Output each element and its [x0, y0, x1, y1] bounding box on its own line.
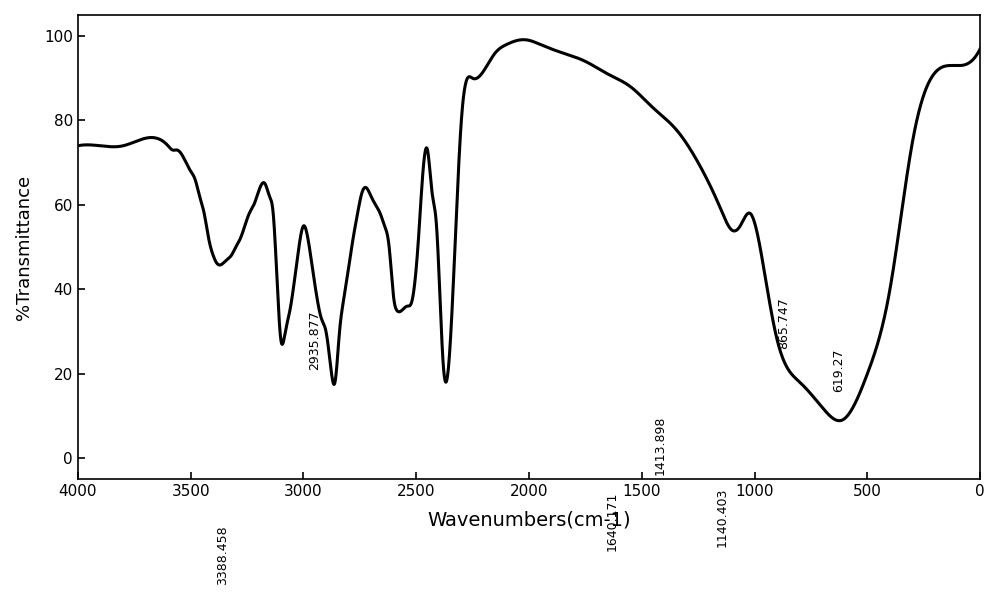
Text: 1140.403: 1140.403 [715, 488, 728, 547]
Text: 1640.171: 1640.171 [606, 492, 619, 551]
Text: 865.747: 865.747 [777, 298, 790, 349]
Text: 1413.898: 1413.898 [654, 416, 667, 475]
Text: 619.27: 619.27 [832, 349, 845, 392]
Text: 2935.877: 2935.877 [308, 310, 321, 370]
Y-axis label: %Transmittance: %Transmittance [15, 175, 33, 320]
X-axis label: Wavenumbers(cm-1): Wavenumbers(cm-1) [427, 510, 631, 529]
Text: 3388.458: 3388.458 [216, 526, 229, 585]
